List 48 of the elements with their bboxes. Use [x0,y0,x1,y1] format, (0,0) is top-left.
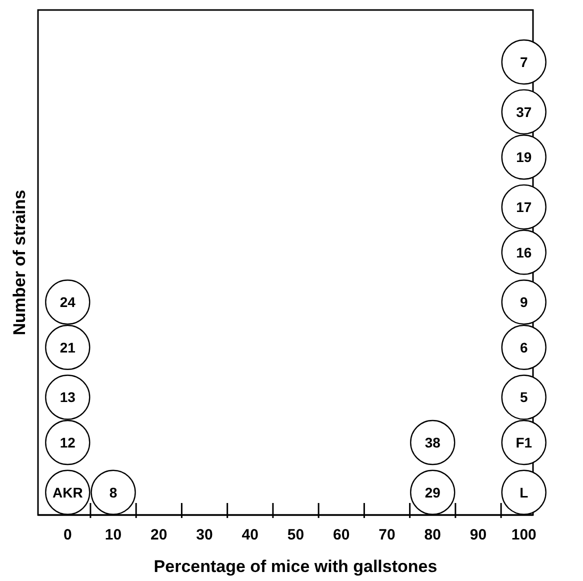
point [410,420,456,466]
annotation: AKR [52,484,83,500]
annotation: 17 [516,198,532,215]
annotation: 12 [60,434,76,451]
point [90,470,136,515]
point [501,89,546,134]
annotation: 38 [424,434,441,451]
annotation: 19 [516,149,532,166]
annotation: 29 [424,484,441,500]
x-tick-label: 80 [424,526,441,544]
annotation: 5 [520,389,528,406]
annotation: 24 [60,294,76,310]
annotation: 21 [60,339,76,356]
point [45,324,90,370]
x-tick-label: 70 [378,526,396,544]
x-tick-label: 10 [104,526,122,544]
point [501,184,546,230]
point [45,279,90,325]
annotation: 13 [60,389,76,406]
x-tick-label: 0 [63,526,72,544]
x-tick-label: 100 [511,526,536,544]
point [501,39,546,85]
x-tick-label: 30 [196,526,213,544]
point [501,374,546,420]
point [501,279,546,325]
y-axis-title: Number of strains [10,190,29,336]
annotation: 8 [109,484,118,500]
point [410,470,456,515]
annotation: 7 [520,54,528,70]
annotation: 6 [520,339,528,356]
point [501,420,546,466]
annotation: L [520,484,529,500]
annotation: 37 [516,104,532,120]
annotation: 9 [520,294,528,310]
x-tick-label: 40 [242,526,258,544]
point [501,134,546,180]
x-tick-label: 60 [333,526,350,544]
point [45,420,90,466]
point [45,374,90,420]
annotation: 16 [516,244,532,260]
point [501,324,546,370]
point [501,470,546,515]
point [501,230,546,275]
x-tick-label: 50 [287,526,304,544]
x-tick-label: 20 [150,526,168,544]
x-axis-title: Percentage of mice with gallstones [154,557,438,576]
x-tick-label: 90 [470,526,487,544]
annotation: F1 [516,434,532,451]
